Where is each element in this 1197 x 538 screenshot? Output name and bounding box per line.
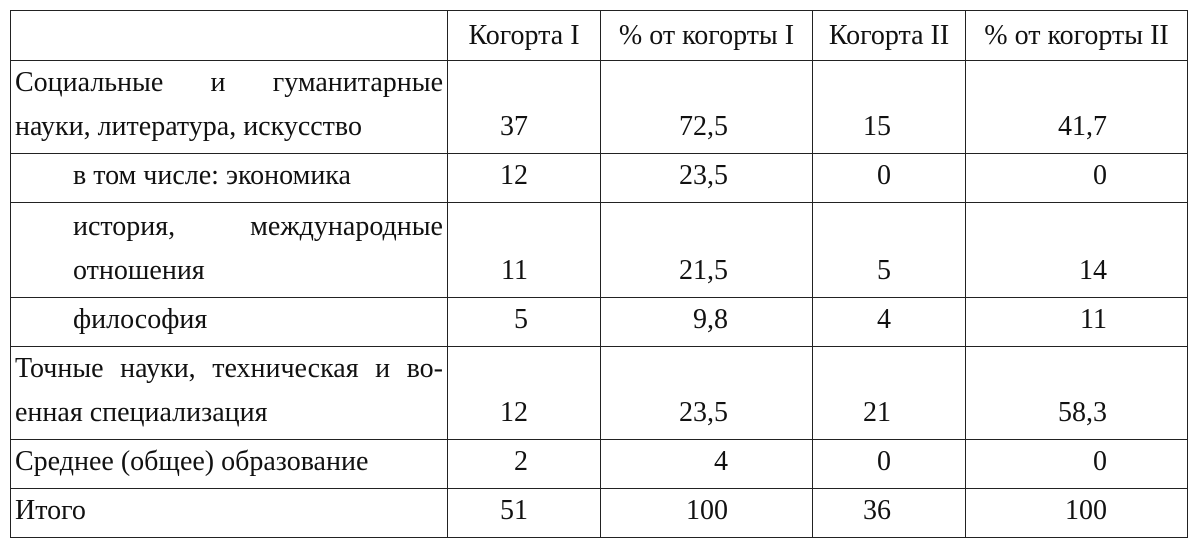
label-line: енная специализация	[15, 397, 268, 428]
table-row: история, международные отношения 11 21,5 5 14	[10, 202, 1188, 298]
label-line: науки, литература, искусство	[15, 111, 362, 142]
label-line: в том числе: экономика	[73, 160, 351, 191]
cell-value: 21,5	[600, 202, 813, 298]
label-line: отношения	[73, 255, 205, 286]
row-label: Социальные и гуманитарные науки, литерату…	[10, 60, 448, 154]
label-line: Точные науки, техническая и во-	[15, 353, 443, 384]
label-line: Итого	[15, 495, 86, 526]
table-row: философия 5 9,8 4 11	[10, 297, 1188, 347]
row-label: история, международные отношения	[10, 202, 448, 298]
cell-value: 0	[965, 439, 1188, 489]
row-label: философия	[10, 297, 448, 347]
cell-value: 15	[812, 60, 966, 154]
row-label: Итого	[10, 488, 448, 538]
cell-value: 58,3	[965, 346, 1188, 440]
label-line: философия	[73, 304, 208, 335]
table-row: Точные науки, техническая и во-енная спе…	[10, 346, 1188, 440]
table-row: в том числе: экономика 12 23,5 0 0	[10, 153, 1188, 203]
cell-value: 100	[965, 488, 1188, 538]
cell-value: 23,5	[600, 346, 813, 440]
cell-value: 23,5	[600, 153, 813, 203]
label-line: Среднее (общее) образование	[15, 446, 369, 477]
row-label: Среднее (общее) образование	[10, 439, 448, 489]
column-header: Когорта I	[447, 10, 601, 61]
cell-value: 5	[447, 297, 601, 347]
column-header	[10, 10, 448, 61]
column-header: Когорта II	[812, 10, 966, 61]
column-header: % от когорты II	[965, 10, 1188, 61]
cell-value: 21	[812, 346, 966, 440]
cell-value: 37	[447, 60, 601, 154]
cell-value: 12	[447, 346, 601, 440]
label-line: Социальные и гуманитарные	[15, 67, 443, 98]
cell-value: 36	[812, 488, 966, 538]
cell-value: 0	[812, 153, 966, 203]
cell-value: 0	[965, 153, 1188, 203]
cell-value: 9,8	[600, 297, 813, 347]
row-label: в том числе: экономика	[10, 153, 448, 203]
cell-value: 0	[812, 439, 966, 489]
cell-value: 2	[447, 439, 601, 489]
cell-value: 51	[447, 488, 601, 538]
table-row: Среднее (общее) образование 2 4 0 0	[10, 439, 1188, 489]
cell-value: 41,7	[965, 60, 1188, 154]
row-label: Точные науки, техническая и во-енная спе…	[10, 346, 448, 440]
cell-value: 12	[447, 153, 601, 203]
cell-value: 4	[812, 297, 966, 347]
table-row: Итого 51 100 36 100	[10, 488, 1188, 538]
table-row: Социальные и гуманитарные науки, литерату…	[10, 60, 1188, 154]
cell-value: 14	[965, 202, 1188, 298]
cell-value: 5	[812, 202, 966, 298]
data-table: Когорта I% от когорты I Когорта II% от ко…	[10, 10, 1188, 538]
cell-value: 11	[447, 202, 601, 298]
cell-value: 4	[600, 439, 813, 489]
column-header: % от когорты I	[600, 10, 813, 61]
cell-value: 72,5	[600, 60, 813, 154]
cell-value: 100	[600, 488, 813, 538]
table-body: Социальные и гуманитарные науки, литерату…	[10, 60, 1188, 538]
header-row: Когорта I% от когорты I Когорта II% от ко…	[10, 10, 1188, 61]
cell-value: 11	[965, 297, 1188, 347]
label-line: история, международные	[73, 211, 443, 242]
